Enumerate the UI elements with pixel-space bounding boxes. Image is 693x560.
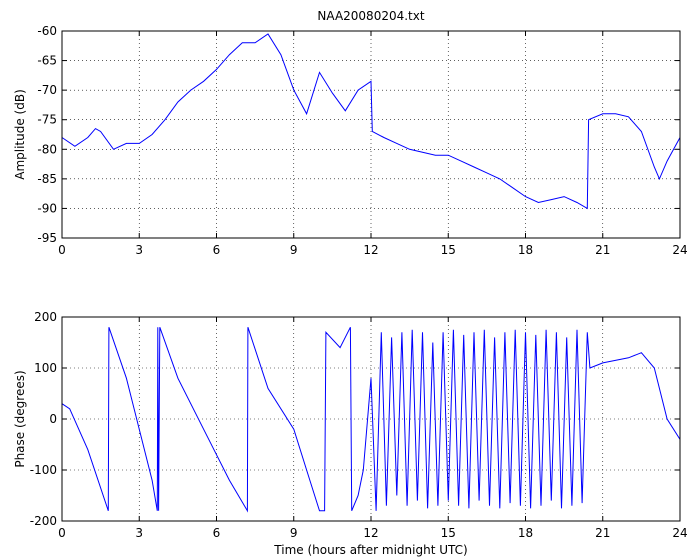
y-tick-label: -200 [30,514,57,528]
x-tick-label: 6 [213,243,221,257]
x-tick-label: 21 [595,526,610,540]
y-tick-label: -75 [37,113,57,127]
x-tick-label: 12 [363,243,378,257]
y-tick-label: 200 [34,310,57,324]
x-tick-label: 18 [518,243,533,257]
x-tick-label: 6 [213,526,221,540]
x-tick-label: 0 [58,526,66,540]
y-tick-label: -100 [30,463,57,477]
x-tick-label: 15 [441,243,456,257]
x-tick-label: 0 [58,243,66,257]
y-tick-label: 100 [34,361,57,375]
x-tick-label: 18 [518,526,533,540]
x-tick-label: 21 [595,243,610,257]
axes-frame [61,30,681,239]
y-tick-label: -80 [37,142,57,156]
chart-title: NAA20080204.txt [317,9,424,23]
data-line [61,33,681,210]
x-axis-label: Time (hours after midnight UTC) [273,543,467,557]
y-tick-label: -65 [37,54,57,68]
y-axis-label: Amplitude (dB) [13,89,27,180]
x-tick-label: 15 [441,526,456,540]
x-tick-label: 3 [135,243,143,257]
y-tick-label: -90 [37,201,57,215]
y-tick-label: 0 [49,412,57,426]
y-tick-label: -95 [37,231,57,245]
y-tick-label: -70 [37,83,57,97]
axes-frame [61,316,681,522]
x-tick-label: 9 [290,526,298,540]
x-tick-label: 24 [672,526,687,540]
y-tick-label: -85 [37,172,57,186]
x-tick-label: 24 [672,243,687,257]
data-line [61,326,681,513]
y-tick-label: -60 [37,24,57,38]
x-tick-label: 12 [363,526,378,540]
x-tick-label: 3 [135,526,143,540]
x-tick-label: 9 [290,243,298,257]
y-axis-label: Phase (degrees) [13,370,27,467]
